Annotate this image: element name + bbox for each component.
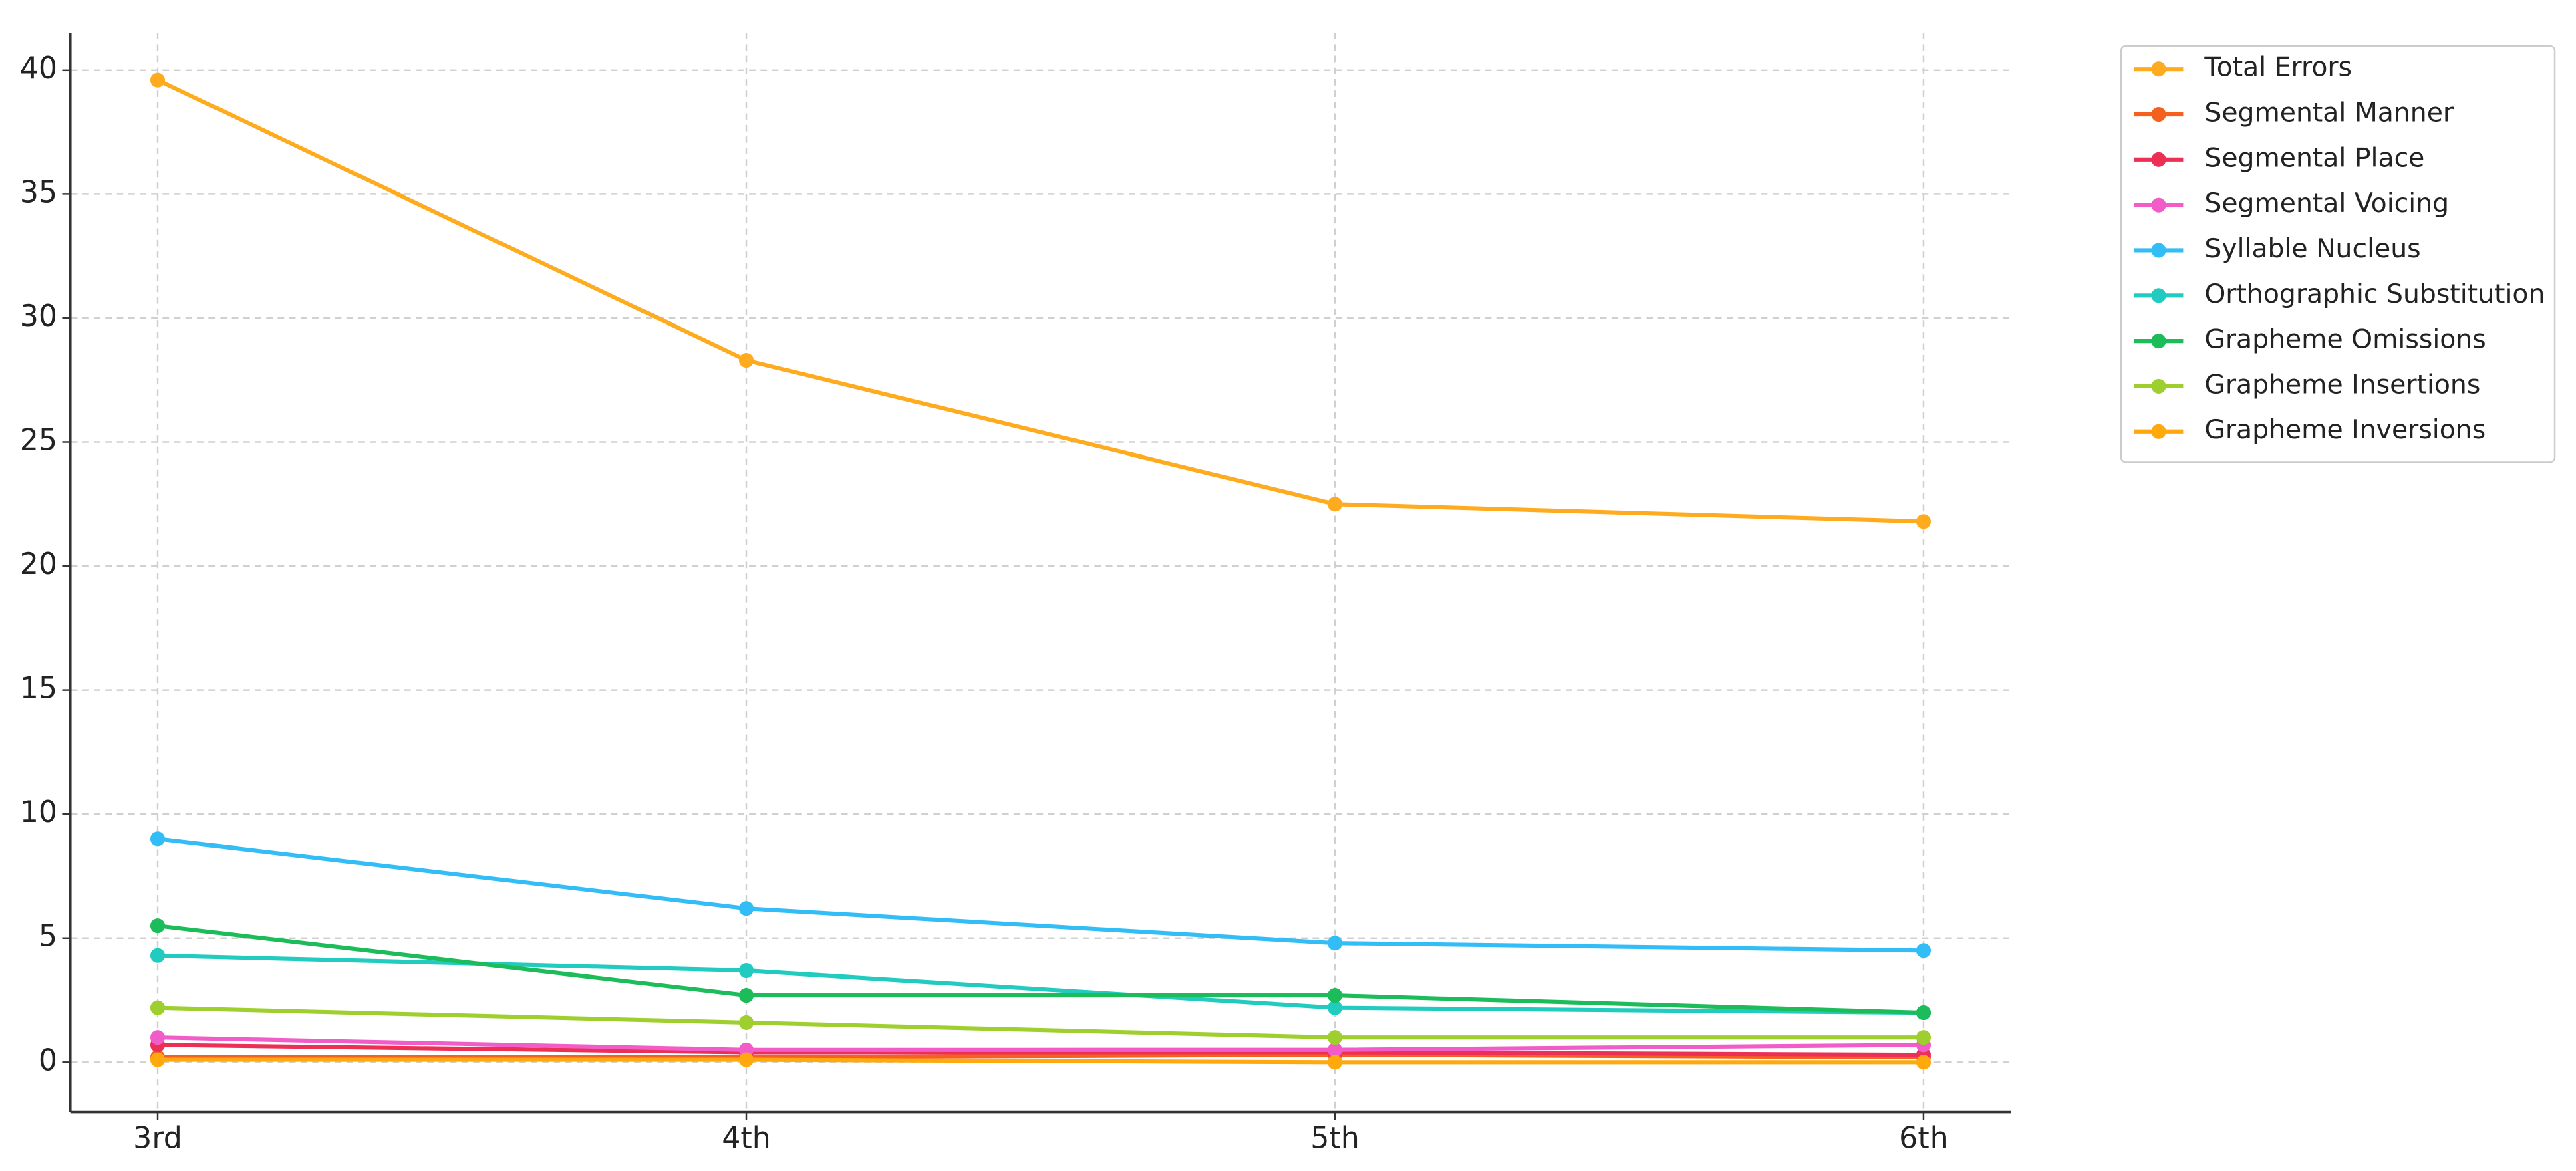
y-tick-label: 35 [20,175,57,209]
series-line [158,1057,1924,1065]
series-line [156,78,1924,524]
x-tick-label: 5th [1310,1121,1360,1155]
legend-marker [2151,106,2166,122]
data-point [1327,988,1343,1003]
series-line [157,924,1924,1015]
legend-marker [2151,288,2166,303]
legend-label: Grapheme Inversions [2204,415,2486,445]
data-point [1916,1005,1932,1021]
series-line [157,1005,1924,1040]
data-point [1327,1030,1343,1045]
data-point [738,352,754,368]
data-point [1327,497,1343,512]
series-line [157,1035,1924,1052]
data-point [150,948,166,963]
data-point [738,988,754,1003]
legend-label: Grapheme Omissions [2204,325,2486,355]
data-point [150,918,166,934]
data-point [150,1000,166,1015]
data-point [738,901,754,916]
legend-marker [2151,197,2166,213]
y-tick-label: 10 [20,795,57,829]
data-point [150,1030,166,1045]
legend-marker [2151,378,2166,394]
data-point [1327,1055,1343,1070]
legend-marker [2151,334,2166,349]
y-tick-label: 0 [39,1043,57,1077]
data-point [150,1052,166,1067]
x-tick-label: 4th [722,1121,771,1155]
x-tick-label: 3rd [133,1121,182,1155]
data-point [1916,1030,1932,1045]
legend-label: Total Errors [2204,53,2352,83]
legend-marker [2151,152,2166,167]
data-point [1916,943,1932,958]
y-tick-label: 20 [20,547,57,581]
legend-marker [2151,424,2166,439]
legend-label: Orthographic Substitution [2204,279,2545,309]
legend-label: Grapheme Insertions [2204,370,2480,400]
legend-label: Syllable Nucleus [2204,234,2420,264]
data-point [150,72,166,88]
series-line [157,1043,1924,1057]
y-tick-label: 15 [20,672,57,706]
data-point [1327,936,1343,951]
y-tick-label: 40 [20,51,57,86]
data-point [1327,1042,1343,1057]
series-line [157,953,1924,1015]
data-point [738,962,754,979]
y-tick-label: 25 [20,424,57,458]
x-tick-label: 6th [1899,1121,1949,1155]
data-point [738,1052,754,1067]
legend-marker [2151,61,2166,77]
data-point [1916,1055,1932,1070]
legend-label: Segmental Manner [2204,98,2454,128]
y-tick-label: 30 [20,299,57,334]
data-point [1327,1000,1343,1015]
data-point [1916,514,1932,529]
legend-box [2120,45,2556,463]
legend-label: Segmental Place [2204,143,2424,173]
series-line [158,1053,1924,1059]
data-point [738,1015,754,1030]
legend-label: Segmental Voicing [2204,188,2449,219]
series-line [157,837,1924,953]
data-point [150,831,166,847]
y-tick-label: 5 [39,920,57,954]
legend-marker [2151,243,2166,258]
